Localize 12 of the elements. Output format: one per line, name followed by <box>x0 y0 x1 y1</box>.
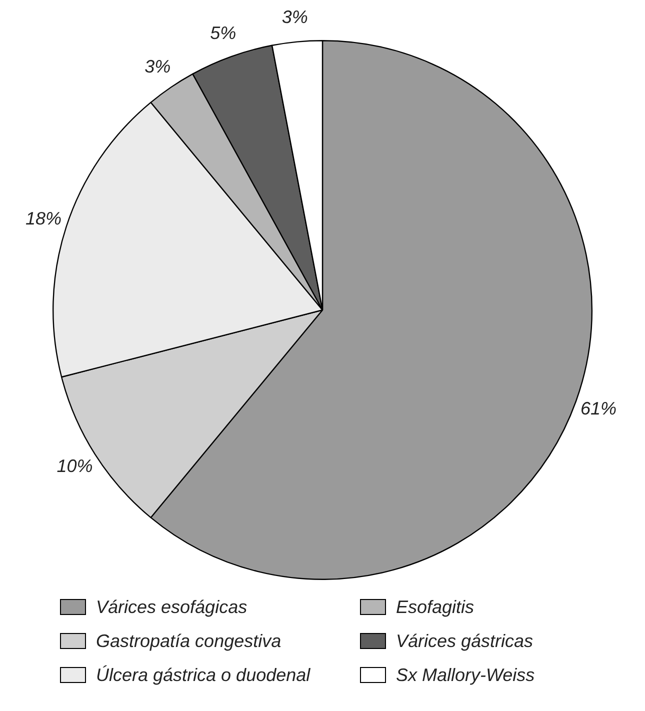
legend-label: Gastropatía congestiva <box>96 630 282 652</box>
data-label: 5% <box>210 22 236 43</box>
legend-label: Esofagitis <box>396 596 474 618</box>
data-label: 3% <box>144 56 171 76</box>
data-label: 10% <box>56 456 93 476</box>
data-label: 18% <box>25 208 62 228</box>
data-label: 3% <box>282 6 308 27</box>
legend-label: Sx Mallory-Weiss <box>396 664 535 686</box>
legend-label: Úlcera gástrica o duodenal <box>96 664 310 686</box>
data-label: 61% <box>580 398 617 418</box>
legend-label: Várices esofágicas <box>96 596 248 618</box>
legend-label: Várices gástricas <box>396 630 534 652</box>
